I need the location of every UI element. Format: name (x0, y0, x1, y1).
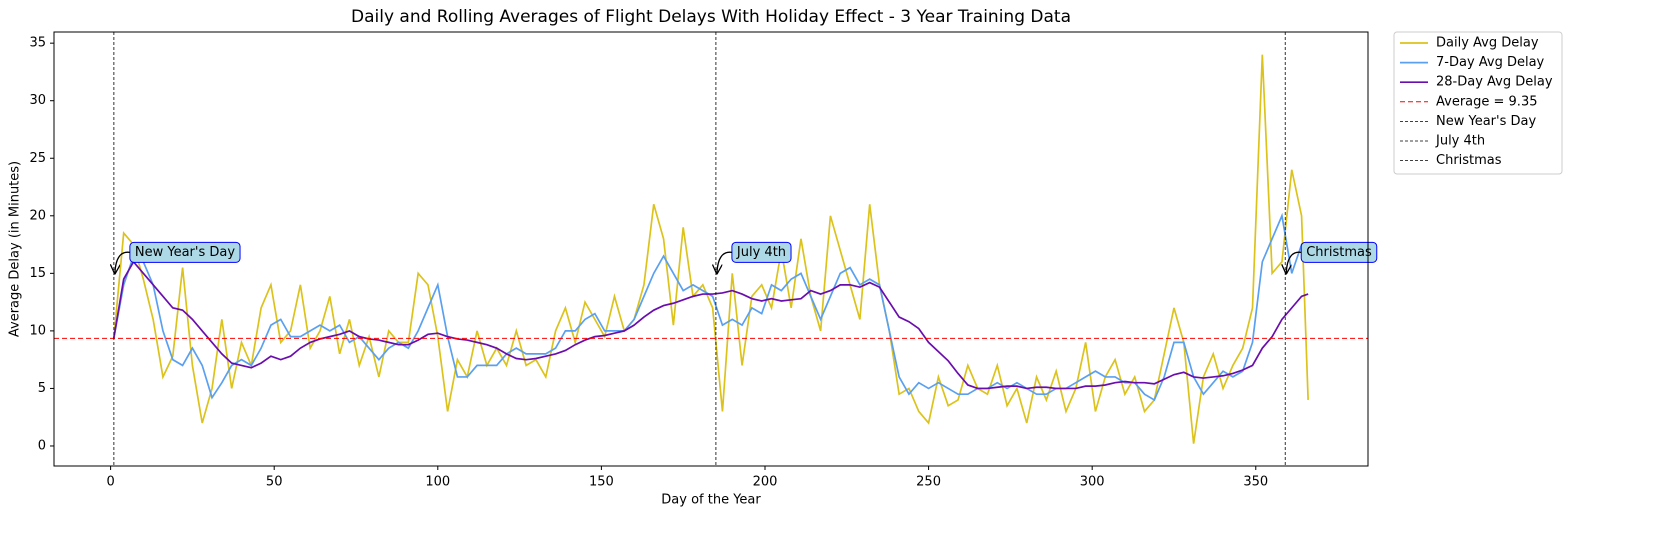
legend-label: 7-Day Avg Delay (1436, 55, 1545, 70)
annotation: Christmas (1286, 241, 1378, 273)
y-tick-label: 5 (38, 381, 46, 396)
data-line (113, 212, 1309, 402)
y-tick-label: 35 (29, 36, 46, 51)
annotation-text: New Year's Day (135, 245, 235, 260)
x-tick-label: 300 (1080, 475, 1105, 490)
legend-label: New Year's Day (1436, 114, 1536, 129)
legend: Daily Avg Delay 7-Day Avg Delay 28-Day Avg… (1393, 31, 1563, 175)
annotation-text: Christmas (1306, 245, 1372, 260)
y-axis-label: Average Delay (in Minutes) (8, 161, 23, 337)
y-tick-label: 10 (29, 323, 46, 338)
legend-label: 28-Day Avg Delay (1436, 75, 1553, 90)
legend-label: Average = 9.35 (1436, 94, 1538, 109)
annotation: New Year's Day (115, 241, 241, 273)
x-tick-label: 200 (753, 475, 778, 490)
x-tick-label: 250 (916, 475, 941, 490)
y-tick-label: 30 (29, 93, 46, 108)
chart-title: Daily and Rolling Averages of Flight Del… (351, 7, 1071, 27)
legend-box (1393, 31, 1563, 175)
y-tick-label: 15 (29, 266, 46, 281)
annotation-arrow (717, 251, 732, 273)
legend-label: July 4th (1435, 134, 1485, 149)
data-line (113, 260, 1309, 390)
legend-label: Daily Avg Delay (1436, 36, 1539, 51)
annotation-arrow (1286, 251, 1302, 273)
x-tick-label: 50 (266, 475, 283, 490)
legend-label: Christmas (1436, 153, 1502, 168)
x-tick-label: 350 (1243, 475, 1268, 490)
annotation-arrow (115, 251, 130, 273)
x-tick-label: 0 (106, 475, 114, 490)
y-tick-label: 25 (29, 151, 46, 166)
x-tick-label: 100 (425, 475, 450, 490)
data-line (113, 54, 1309, 444)
x-tick-label: 150 (589, 475, 614, 490)
y-tick-label: 20 (29, 208, 46, 223)
x-axis-label: Day of the Year (661, 493, 761, 508)
annotation: July 4th (717, 241, 792, 273)
y-tick-label: 0 (38, 438, 46, 453)
plot-frame (53, 31, 1369, 467)
annotation-text: July 4th (736, 245, 786, 260)
